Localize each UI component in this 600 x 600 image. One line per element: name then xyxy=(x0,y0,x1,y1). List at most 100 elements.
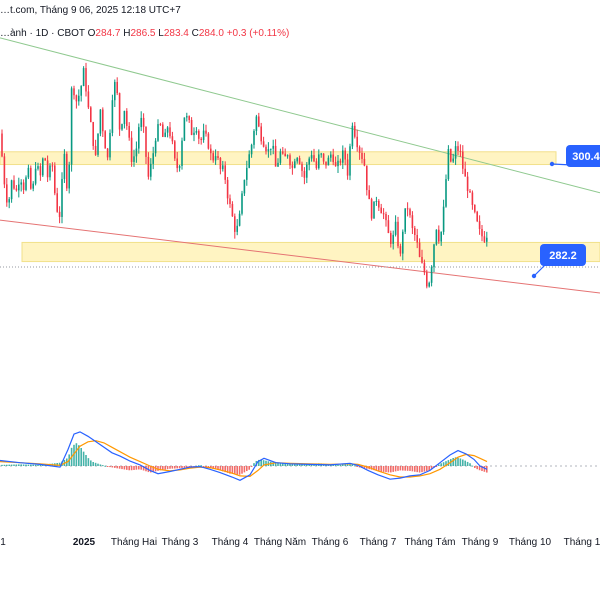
candle xyxy=(476,210,478,223)
macd-histogram-bar xyxy=(198,465,200,467)
candle xyxy=(481,225,483,242)
candle xyxy=(130,131,133,167)
candle xyxy=(46,155,49,182)
macd-histogram-bar xyxy=(265,460,267,466)
macd-histogram-bar xyxy=(370,466,373,470)
candle xyxy=(308,156,310,171)
candle xyxy=(106,147,109,161)
candle xyxy=(226,177,229,205)
candle xyxy=(440,231,442,246)
candle xyxy=(320,152,322,158)
macd-histogram-bar xyxy=(176,466,178,469)
macd-histogram-bar xyxy=(8,464,10,466)
macd-histogram-bar xyxy=(224,466,226,473)
macd-histogram-bar xyxy=(289,463,291,466)
candle xyxy=(354,122,356,139)
macd-histogram-bar xyxy=(291,463,294,466)
candle xyxy=(186,112,188,122)
macd-histogram-bar xyxy=(159,466,162,471)
candle xyxy=(140,111,142,132)
macd-histogram-bar xyxy=(226,466,229,473)
macd-histogram-bar xyxy=(282,463,284,466)
candle xyxy=(421,249,423,264)
candle xyxy=(224,161,226,184)
macd-histogram-bar xyxy=(234,466,236,475)
candle xyxy=(438,225,440,244)
candle xyxy=(51,162,54,172)
close-value: 284.0 xyxy=(198,28,224,39)
candle xyxy=(10,179,13,203)
candle xyxy=(274,139,277,167)
macd-histogram-bar xyxy=(385,466,387,473)
candle xyxy=(471,190,474,210)
candle xyxy=(344,147,346,166)
candle xyxy=(325,161,327,169)
macd-histogram-bar xyxy=(464,460,466,466)
candle xyxy=(157,119,159,142)
candle xyxy=(1,129,3,158)
macd-histogram-bar xyxy=(260,459,262,466)
macd-histogram-bar xyxy=(164,466,166,470)
macd-histogram-bar xyxy=(121,466,123,470)
macd-histogram-bar xyxy=(457,457,459,466)
candle xyxy=(142,113,145,133)
macd-histogram-bar xyxy=(445,461,447,466)
candle xyxy=(322,153,325,165)
candle xyxy=(277,158,279,168)
candle xyxy=(404,208,406,235)
macd-histogram-bar xyxy=(241,466,243,474)
candle xyxy=(361,147,363,164)
candle xyxy=(258,112,260,128)
macd-histogram-bar xyxy=(351,464,354,466)
macd-histogram-bar xyxy=(481,466,483,472)
macd-histogram-bar xyxy=(253,463,255,466)
candle xyxy=(150,158,152,181)
candle xyxy=(265,144,267,155)
candle xyxy=(18,177,20,198)
candle xyxy=(166,126,169,138)
macd-histogram-bar xyxy=(399,466,402,471)
macd-histogram-bar xyxy=(246,466,248,472)
candle xyxy=(469,188,471,193)
candle xyxy=(78,89,80,106)
macd-histogram-bar xyxy=(80,448,82,466)
time-axis-label: Tháng Hai xyxy=(111,537,157,548)
candle xyxy=(430,265,433,287)
macd-histogram-bar xyxy=(15,464,18,466)
macd-histogram-bar xyxy=(10,464,13,466)
macd-histogram-bar xyxy=(200,465,202,467)
candle xyxy=(181,137,183,170)
macd-histogram-bar xyxy=(3,464,6,466)
macd-histogram-bar xyxy=(356,466,358,467)
macd-histogram-bar xyxy=(135,466,138,470)
macd-histogram-bar xyxy=(75,443,78,466)
candle xyxy=(474,204,476,214)
candle xyxy=(414,225,416,241)
macd-histogram-bar xyxy=(258,459,260,466)
candle xyxy=(447,145,450,181)
candle xyxy=(243,179,246,197)
candle xyxy=(423,259,426,276)
candle xyxy=(171,131,174,145)
macd-histogram-bar xyxy=(205,466,207,467)
candle xyxy=(90,106,92,123)
macd-histogram-bar xyxy=(454,457,457,466)
macd-histogram-bar xyxy=(18,464,20,466)
macd-histogram-bar xyxy=(334,464,337,466)
macd-histogram-bar xyxy=(6,464,8,466)
candle xyxy=(464,161,466,177)
candle xyxy=(3,153,6,189)
macd-histogram-bar xyxy=(58,462,61,466)
candle xyxy=(433,243,435,273)
macd-histogram-bar xyxy=(471,465,474,467)
resistance-trendline xyxy=(0,37,600,194)
macd-histogram-bar xyxy=(462,459,464,466)
candle xyxy=(303,167,306,185)
macd-histogram-bar xyxy=(238,466,241,475)
macd-histogram-bar xyxy=(217,466,219,470)
candle xyxy=(205,124,207,137)
low-label: L xyxy=(158,28,164,39)
candle xyxy=(164,128,166,138)
candle xyxy=(298,155,301,165)
